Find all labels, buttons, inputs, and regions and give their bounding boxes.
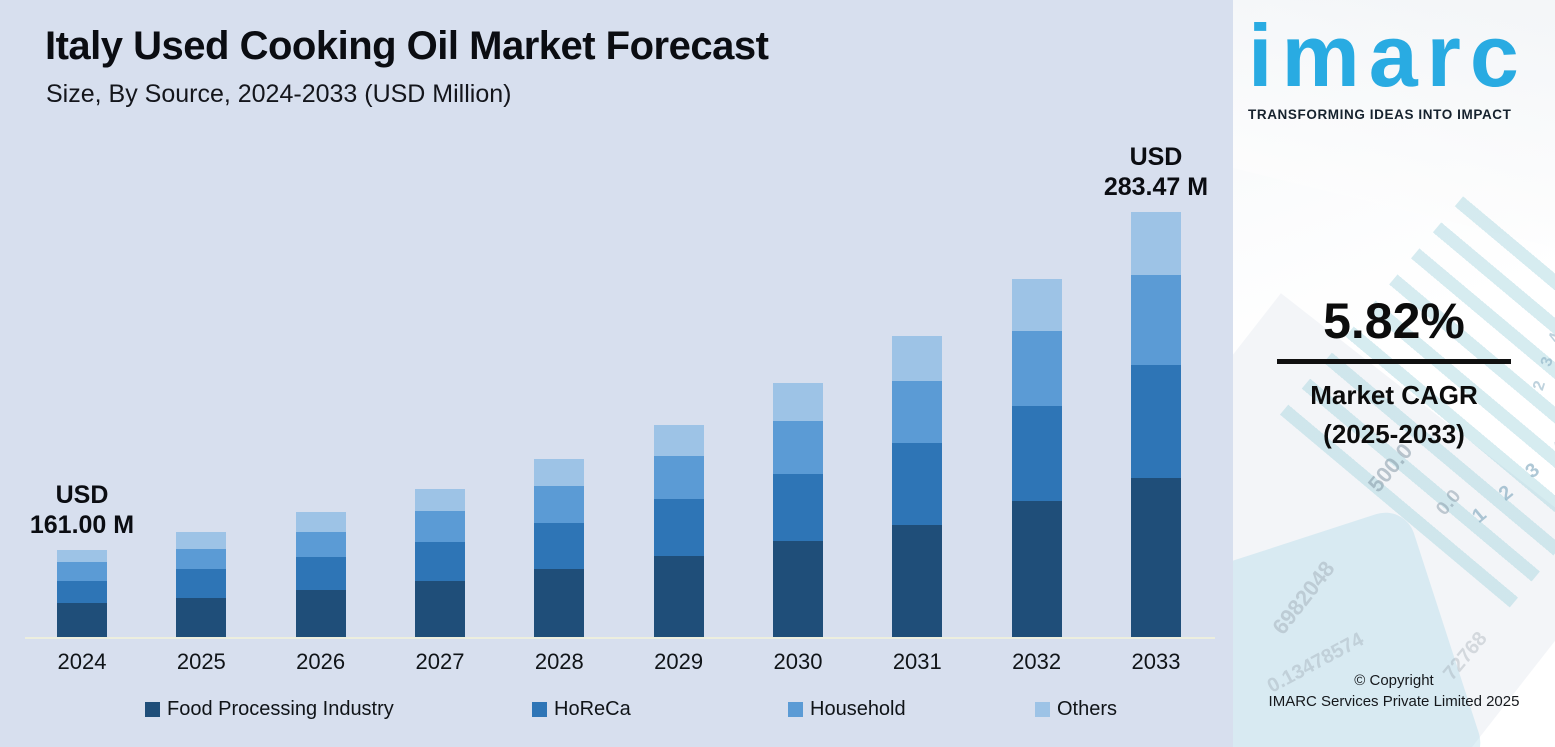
bar-2025 [176, 532, 227, 637]
bar-segment-food-processing-industry [772, 541, 823, 637]
x-axis-label-2030: 2030 [773, 649, 823, 674]
bar-2024 [57, 550, 107, 637]
copyright-line1: © Copyright [1354, 672, 1434, 689]
bar-segment-food-processing-industry [57, 603, 107, 637]
bar-segment-household [1011, 331, 1062, 406]
bar-segment-household [176, 549, 227, 569]
bar-segment-others [892, 336, 943, 381]
legend-marker-food-processing-industry [145, 702, 160, 717]
bar-segment-others [1011, 279, 1062, 331]
x-axis-label-2033: 2033 [1131, 649, 1181, 674]
bar-segment-household [1130, 275, 1181, 365]
legend-item-horeca: HoReCa [532, 698, 631, 721]
bar-segment-horeca [772, 474, 823, 541]
imarc-logo: imarc TRANSFORMING IDEAS INTO IMPACT [1248, 0, 1543, 122]
x-axis-label-2029: 2029 [654, 649, 704, 674]
value-label-2033: USD 283.47 M [1071, 142, 1233, 202]
x-axis-label-2026: 2026 [296, 649, 346, 674]
cagr-value: 5.82% [1323, 293, 1465, 349]
bar-2026 [295, 512, 346, 637]
bar-2028 [534, 459, 585, 637]
bar-segment-horeca [57, 581, 107, 603]
bar-segment-horeca [176, 569, 227, 598]
value-label-line: USD [55, 481, 109, 509]
bar-segment-others [653, 425, 704, 456]
cagr-period: (2025-2033) [1323, 419, 1465, 449]
bar-segment-household [772, 421, 823, 474]
bar-2027 [414, 489, 465, 637]
bar-segment-others [534, 459, 585, 486]
bar-2030 [772, 383, 823, 637]
legend-label-food-processing-industry: Food Processing Industry [167, 698, 394, 720]
bar-segment-horeca [653, 499, 704, 556]
legend-marker-household [788, 702, 803, 717]
x-axis-label-2031: 2031 [892, 649, 942, 674]
bar-segment-household [892, 381, 943, 443]
bar-segment-others [1130, 212, 1181, 275]
bar-segment-others [414, 489, 465, 511]
chart-subtitle: Size, By Source, 2024-2033 (USD Million) [46, 80, 512, 108]
bar-segment-household [57, 562, 107, 581]
legend-marker-horeca [532, 702, 547, 717]
chart-panel: Italy Used Cooking Oil Market Forecast S… [0, 0, 1233, 747]
legend-item-food-processing-industry: Food Processing Industry [145, 698, 394, 721]
value-label-line: USD [1129, 143, 1183, 171]
value-label-2024: USD 161.00 M [0, 480, 167, 540]
bar-segment-food-processing-industry [414, 581, 465, 637]
bar-segment-food-processing-industry [1011, 501, 1062, 637]
bar-segment-household [534, 486, 585, 523]
legend-label-household: Household [810, 698, 906, 720]
bar-segment-others [295, 512, 346, 532]
bar-2031 [892, 336, 943, 637]
imarc-logo-text: imarc [1248, 6, 1528, 105]
bar-2033 [1130, 212, 1181, 637]
bar-segment-food-processing-industry [534, 569, 585, 637]
x-axis-label-2032: 2032 [1012, 649, 1062, 674]
imarc-tagline: TRANSFORMING IDEAS INTO IMPACT [1248, 106, 1512, 122]
decor-number: 6982048 [1267, 556, 1340, 640]
bar-segment-food-processing-industry [653, 556, 704, 637]
bar-segment-horeca [534, 523, 585, 569]
bar-segment-household [653, 456, 704, 499]
x-axis-label-2025: 2025 [176, 649, 226, 674]
legend-item-others: Others [1035, 698, 1117, 721]
legend-label-others: Others [1057, 698, 1118, 720]
x-axis-label-2024: 2024 [57, 649, 107, 674]
bar-segment-horeca [295, 557, 346, 590]
bar-segment-food-processing-industry [295, 590, 346, 637]
bar-segment-others [176, 532, 227, 549]
cagr-divider [1277, 359, 1511, 364]
bar-2032 [1011, 279, 1062, 637]
cagr-label: Market CAGR [1310, 380, 1478, 410]
x-axis-line [25, 637, 1215, 639]
brand-panel: 500.0 0.0 1 2 3 4 6982048 0.13478574 727… [1233, 0, 1555, 747]
value-label-line: 161.00 M [29, 511, 135, 539]
legend-item-household: Household [788, 698, 906, 721]
bar-segment-food-processing-industry [1130, 478, 1181, 637]
copyright: © Copyright IMARC Services Private Limit… [1233, 670, 1555, 712]
bar-segment-horeca [1011, 406, 1062, 501]
value-label-line: 283.47 M [1103, 173, 1209, 201]
legend-marker-others [1035, 702, 1050, 717]
plot-area: 2024 2025 2026 2027 2028 2029 2030 2031 2032 2033… [0, 142, 1233, 721]
bar-2029 [653, 425, 704, 637]
bar-segment-household [414, 511, 465, 542]
bar-segment-others [772, 383, 823, 421]
bar-segment-food-processing-industry [176, 598, 227, 637]
bar-segment-others [57, 550, 107, 562]
bar-segment-horeca [892, 443, 943, 525]
x-axis-label-2028: 2028 [534, 649, 584, 674]
x-axis-label-2027: 2027 [415, 649, 465, 674]
bar-segment-household [295, 532, 346, 557]
legend-label-horeca: HoReCa [554, 698, 631, 720]
page-title: Italy Used Cooking Oil Market Forecast [45, 24, 769, 68]
bar-segment-food-processing-industry [892, 525, 943, 637]
copyright-line2: IMARC Services Private Limited 2025 [1268, 693, 1520, 710]
decor-number: 0.0 [1432, 485, 1466, 520]
bar-segment-horeca [414, 542, 465, 581]
bar-segment-horeca [1130, 365, 1181, 478]
cagr-block: 5.82% Market CAGR (2025-2033) [1233, 292, 1555, 450]
